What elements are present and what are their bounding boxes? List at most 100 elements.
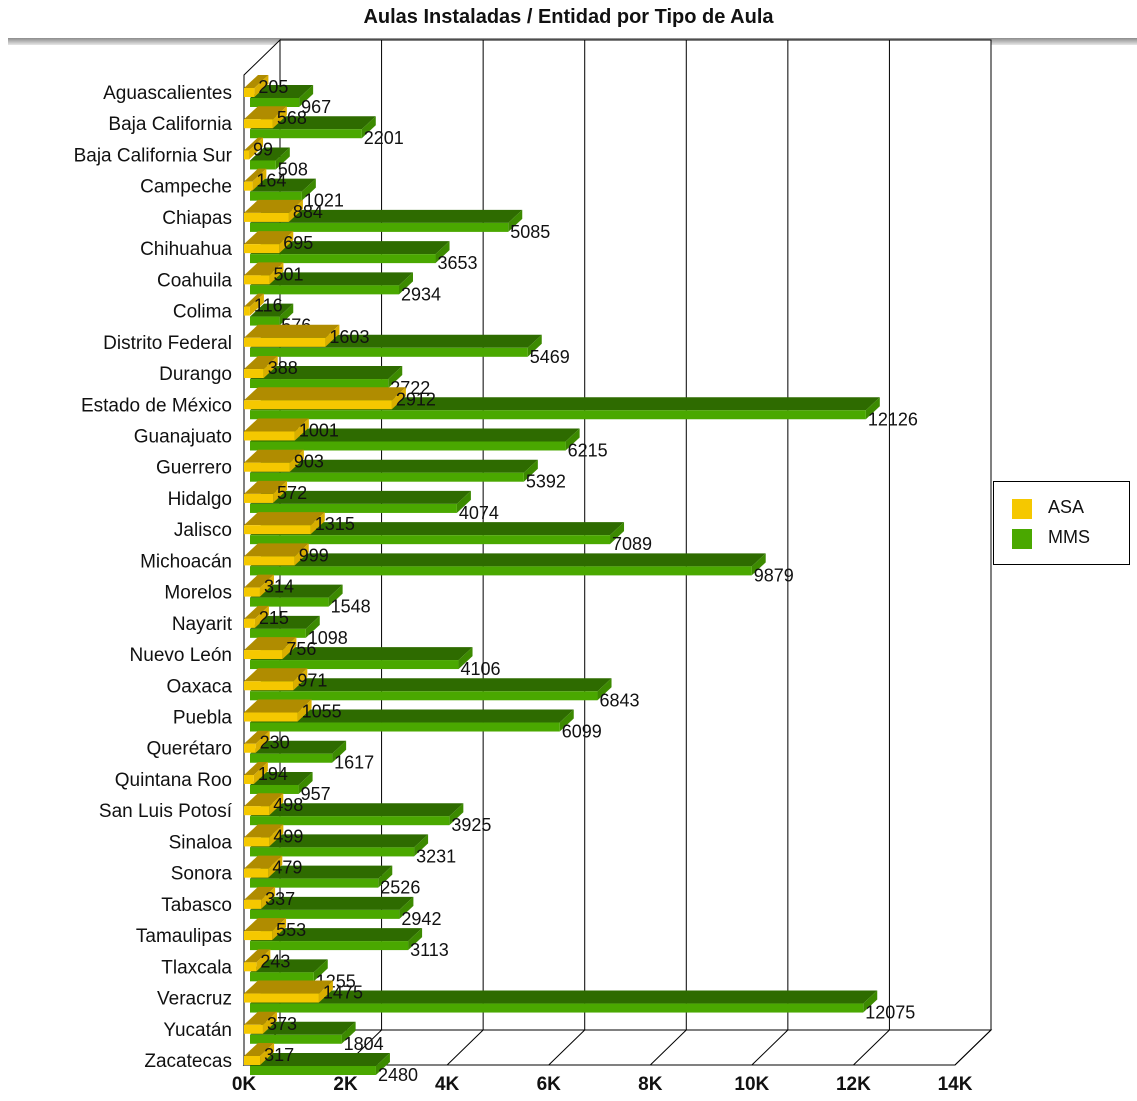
bar-mms-san-luis-potosi-top [250, 803, 464, 817]
data-label-asa-veracruz: 1475 [323, 983, 363, 1003]
y-tick-label-sinaloa: Sinaloa [169, 832, 233, 853]
bar-asa-colima-side [249, 293, 264, 316]
data-label-mms-quintana-roo: 957 [301, 784, 331, 804]
bar-mms-oaxaca [250, 678, 612, 701]
y-tick-label-chihuahua: Chihuahua [140, 239, 232, 260]
bar-mms-baja-california-sur-front [250, 160, 276, 170]
data-label-mms-queretaro: 1617 [334, 753, 374, 773]
data-label-mms-hidalgo: 4074 [459, 503, 499, 523]
bar-asa-guanajuato-front [244, 431, 295, 441]
data-label-asa-chiapas: 884 [293, 202, 323, 222]
bar-asa-chihuahua-front [244, 244, 280, 254]
data-label-asa-nayarit: 215 [259, 608, 289, 628]
data-label-asa-puebla: 1055 [302, 702, 342, 722]
y-tick-label-oaxaca: Oaxaca [167, 676, 233, 697]
bar-asa-coahuila-front [244, 275, 270, 285]
bar-asa-tabasco [244, 886, 276, 909]
bar-asa-campeche [244, 168, 267, 191]
data-label-mms-coahuila: 2934 [401, 284, 441, 304]
bar-mms-morelos-side [328, 584, 343, 607]
bar-mms-coahuila-front [250, 285, 400, 295]
y-tick-label-sonora: Sonora [171, 864, 233, 885]
bar-mms-tamaulipas-side [408, 928, 423, 951]
data-label-mms-baja-california-sur: 508 [278, 159, 308, 179]
bar-mms-queretaro-top [250, 740, 347, 754]
bar-asa-guerrero-top [244, 449, 304, 463]
bar-asa-yucatan-top [244, 1011, 277, 1025]
bar-mms-tlaxcala [250, 959, 328, 982]
y-tick-label-queretaro: Querétaro [146, 739, 232, 760]
bar-asa-guerrero-side [289, 449, 304, 472]
bar-asa-guerrero-front [244, 462, 290, 472]
bar-mms-puebla-top [250, 709, 574, 723]
y-tick-label-tlaxcala: Tlaxcala [161, 957, 232, 978]
data-label-mms-estado-de-mexico: 12126 [868, 409, 918, 429]
data-label-asa-guerrero: 903 [294, 452, 324, 472]
bar-mms-tlaxcala-front [250, 972, 314, 982]
y-tick-label-baja-california: Baja California [108, 114, 232, 135]
bar-asa-jalisco [244, 512, 325, 535]
y-tick-label-guerrero: Guerrero [156, 458, 232, 479]
bar-asa-chihuahua-side [279, 231, 294, 254]
bar-asa-hidalgo-front [244, 493, 274, 503]
bar-mms-quintana-roo [250, 771, 313, 794]
bar-mms-sinaloa [250, 834, 429, 857]
bar-asa-san-luis-potosi-side [269, 793, 284, 816]
bar-mms-aguascalientes-side [299, 85, 314, 107]
bar-asa-nuevo-leon [244, 637, 297, 660]
bar-asa-michoacan-front [244, 556, 295, 566]
x-tick-label-3: 6K [537, 1074, 562, 1095]
bar-asa-nuevo-leon-front [244, 650, 283, 660]
bar-asa-chiapas-side [288, 199, 303, 222]
bar-asa-baja-california-front [244, 119, 273, 129]
bar-asa-coahuila-top [244, 262, 284, 276]
bar-asa-nayarit-side [254, 605, 269, 628]
bar-mms-yucatan-side [341, 1021, 356, 1044]
bar-mms-sinaloa-side [414, 834, 429, 857]
data-label-asa-distrito-federal: 1603 [329, 327, 369, 347]
bar-asa-sinaloa-side [269, 824, 284, 847]
data-label-asa-campeche: 164 [256, 171, 286, 191]
bar-asa-guerrero [244, 449, 304, 472]
bar-mms-nuevo-leon-side [458, 647, 473, 670]
bar-asa-oaxaca-top [244, 668, 308, 682]
data-label-asa-guanajuato: 1001 [299, 420, 339, 440]
bar-mms-campeche-front [250, 191, 302, 201]
chart-title: Aulas Instaladas / Entidad por Tipo de A… [363, 6, 774, 28]
bar-mms-sonora-front [250, 878, 379, 888]
bar-mms-guanajuato [250, 428, 580, 451]
data-label-mms-distrito-federal: 5469 [530, 347, 570, 367]
bar-mms-jalisco-front [250, 535, 611, 545]
bar-mms-tabasco-top [250, 896, 414, 910]
y-tick-label-campeche: Campeche [140, 177, 232, 198]
bar-mms-nayarit-side [305, 615, 320, 638]
bar-mms-estado-de-mexico-top [250, 397, 880, 411]
bar-asa-morelos-side [259, 574, 274, 597]
bar-mms-morelos-top [250, 584, 343, 598]
bar-mms-tamaulipas-top [250, 928, 423, 942]
bar-mms-zacatecas [250, 1053, 390, 1075]
bar-asa-aguascalientes [244, 75, 269, 97]
y-tick-label-jalisco: Jalisco [174, 520, 232, 541]
y-tick-label-nayarit: Nayarit [172, 614, 233, 635]
bar-asa-durango-top [244, 356, 278, 370]
data-label-asa-hidalgo: 572 [277, 483, 307, 503]
bar-mms-baja-california-side [361, 116, 376, 139]
data-label-mms-aguascalientes: 967 [301, 97, 331, 117]
bar-mms-tabasco-side [399, 896, 414, 919]
bar-mms-oaxaca-front [250, 691, 598, 701]
data-label-asa-baja-california: 568 [277, 108, 307, 128]
bar-asa-quintana-roo-top [244, 761, 268, 775]
bar-mms-guanajuato-side [565, 428, 580, 451]
bar-mms-chiapas-front [250, 222, 509, 232]
x-tick-label-2: 4K [435, 1074, 460, 1095]
bar-asa-nayarit-top [244, 605, 269, 619]
bar-mms-yucatan-top [250, 1021, 356, 1035]
bar-mms-san-luis-potosi-front [250, 816, 450, 826]
bar-mms-baja-california-sur [250, 147, 290, 170]
bar-asa-baja-california-top [244, 106, 287, 120]
bar-mms-sonora-side [378, 865, 393, 888]
bar-asa-tlaxcala-front [244, 962, 257, 972]
data-label-asa-coahuila: 501 [273, 264, 303, 284]
